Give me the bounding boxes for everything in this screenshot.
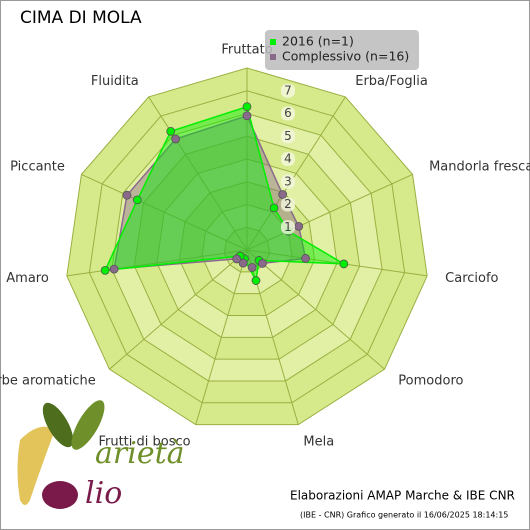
logo: arietà lio [17,400,185,511]
point [238,258,248,268]
spoke [66,249,248,277]
plot: Fruttato Erba/Foglia Mandorla fresca Carcio… [0,30,530,450]
spoke [81,173,248,251]
spoke [246,96,346,251]
tick-bg [281,174,295,189]
legend-label: 2016 (n=1) [282,34,354,49]
legend-label: Complessivo (n=16) [282,49,409,64]
axis-label: Carciofo [445,271,498,286]
footer: Elaborazioni AMAP Marche & IBE CNR [290,489,515,503]
point [100,265,110,275]
axis-label: Piccante [10,159,65,174]
logo-text: arietà [95,436,185,471]
axis-label: Fluidita [91,74,139,89]
tick-bg [281,83,295,98]
legend-swatch [270,39,276,45]
tick-bg [281,197,295,212]
point [339,259,349,269]
point [166,126,176,136]
r-tick-label: 5 [284,129,292,143]
spoke [246,249,385,370]
tick-bg [281,152,295,166]
chart-title: CIMA DI MOLA [20,8,142,28]
logo-shape [17,426,55,505]
point [269,203,279,213]
tick-bg [281,220,295,235]
point [242,102,252,112]
axis-label: Mandorla fresca [429,159,530,174]
legend-swatch [270,54,276,60]
generated: (IBE - CNR) Grafico generato il 16/06/20… [300,511,508,520]
legend-box [265,30,419,70]
tick-bg [281,129,295,144]
point [122,190,132,200]
tick-bg [281,106,295,121]
logo-olive [42,481,78,509]
r-tick-label: 6 [284,106,292,120]
logo-leaf [71,400,105,450]
spoke [246,173,413,251]
point [251,276,261,285]
r-tick-label: 4 [284,152,292,166]
spoke [195,249,248,425]
point [109,264,119,274]
axis-label: Erba/Foglia [355,74,428,89]
point [278,190,288,199]
logo-leaf [42,402,74,448]
r-tick-label: 1 [284,220,292,234]
point [132,195,142,205]
axis-label: Erbe aromatiche [0,374,96,389]
point [301,254,310,263]
logo-text: lio [85,476,122,511]
point [242,111,252,121]
r-tick-label: 7 [284,83,292,97]
axis-label: Pomodoro [398,374,463,389]
r-tick-label: 2 [284,197,292,211]
point [171,134,181,144]
point [294,221,304,231]
r-tick-label: 3 [284,174,292,188]
axis-label: Frutti di bosco [98,435,190,450]
spoke [148,96,248,251]
spoke [109,249,248,370]
axis-label: Mela [303,435,334,450]
point [258,259,267,268]
point [247,263,257,272]
axis-label: Amaro [6,271,49,286]
point [232,254,242,264]
axis-label: Fruttato [221,42,272,57]
